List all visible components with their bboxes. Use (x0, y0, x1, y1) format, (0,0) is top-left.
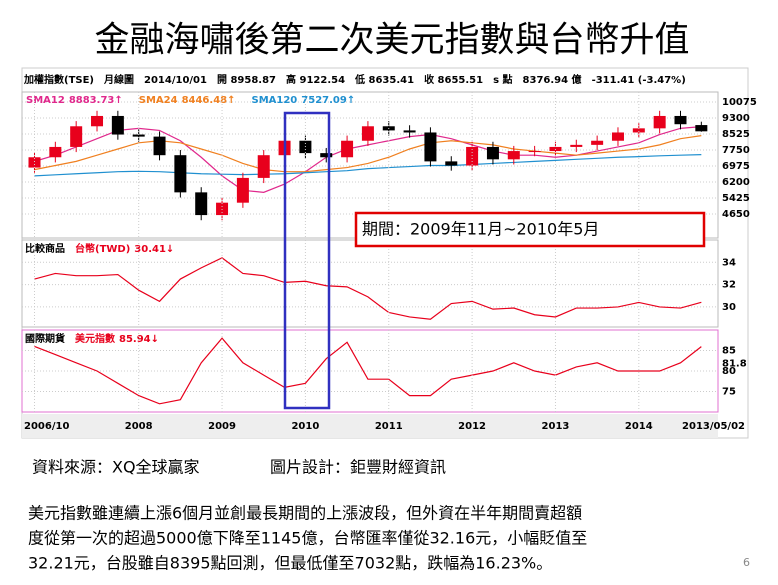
x-tick-label: 2012 (458, 421, 486, 432)
header-text: 收 8655.51 (424, 73, 483, 86)
header-text: -311.41 (-3.47%) (592, 75, 686, 86)
candle-body (445, 161, 458, 166)
candle-body (236, 177, 249, 203)
y-tick-label: 6200 (722, 177, 750, 188)
candle-body (153, 136, 166, 156)
candle-body (111, 115, 124, 135)
y-tick-label: 9300 (722, 113, 750, 124)
header-text: 開 8958.87 (217, 74, 276, 86)
y-tick-label: 30 (722, 302, 736, 313)
candle-body (466, 146, 479, 166)
legend-name: SMA120 (252, 95, 298, 106)
design: 圖片設計：鉅豐財經資訊 (270, 458, 446, 477)
candle-body (174, 155, 187, 193)
y-tick-label: 75 (722, 387, 736, 398)
y-tick-label: 80 (722, 366, 736, 377)
x-axis-strip (22, 414, 718, 438)
header-text: 高 9122.54 (286, 73, 345, 86)
candle-body (361, 126, 374, 141)
header-text: 加權指數(TSE) (23, 73, 94, 86)
candle-body (70, 126, 83, 147)
series-line (34, 135, 702, 173)
legend-value: 7527.09↑ (301, 95, 355, 106)
candle-body (653, 115, 666, 129)
candle-body (132, 134, 145, 137)
candle-body (424, 132, 437, 162)
paragraph-line: 32.21元，台股雖自8395點回測，但最低僅至7032點，跌幅為16.23%。 (28, 554, 552, 573)
y-tick-label: 4650 (722, 209, 750, 220)
legend-name: 美元指數 (75, 332, 115, 345)
candle-body (341, 140, 354, 158)
annotation-box (354, 211, 706, 248)
panel-label: 國際期貨 (25, 332, 65, 345)
y-tick-label: 34 (722, 257, 736, 268)
candle-body (28, 157, 41, 168)
series-line (34, 337, 702, 405)
legend-value: 8883.73↑ (69, 95, 123, 106)
candle-body (591, 140, 604, 145)
legend-value: 8446.48↑ (182, 95, 236, 106)
x-tick-label: 2009 (208, 421, 236, 432)
y-tick-label: 10075 (722, 97, 757, 108)
candle-body (528, 151, 541, 153)
legend-name: SMA24 (139, 95, 178, 106)
x-tick-label: 2008 (125, 421, 153, 432)
candle-body (695, 125, 708, 132)
paragraph-line: 度從第一次的超過5000億下降至1145億，台幣匯率僅從32.16元，小幅貶值至 (28, 529, 587, 548)
x-tick-label: 2011 (375, 421, 403, 432)
x-tick-label: 2014 (625, 421, 653, 432)
header-text: 月線圖 (103, 73, 134, 86)
x-tick-label: 2010 (291, 421, 319, 432)
series-line (34, 154, 702, 177)
candle-body (91, 115, 104, 127)
candle-body (257, 155, 270, 178)
source: 資料來源：XQ全球贏家 (32, 458, 200, 477)
panel-label: 比較商品 (25, 242, 65, 255)
y-tick-label: 7750 (722, 145, 750, 156)
legend-name: 台幣(TWD) (75, 242, 130, 255)
candle-body (486, 146, 499, 160)
candle-body (507, 151, 520, 160)
y-tick-label: 6975 (722, 161, 750, 172)
candle-body (611, 132, 624, 141)
slide-title: 金融海嘯後第二次美元指數與台幣升值 (94, 21, 689, 61)
y-tick-label: 85 (722, 346, 736, 357)
candle-body (674, 115, 687, 125)
legend-name: SMA12 (26, 95, 65, 106)
y-tick-label: 32 (722, 280, 736, 291)
candle-body (195, 192, 208, 216)
plot: 4650 5425 6200 6975 7750 8525 9300 10075 加權指數(TS… (22, 73, 757, 432)
page-number: 6 (743, 556, 750, 569)
last-value-label: 81.8 (722, 359, 747, 370)
y-tick-label: 8525 (722, 129, 750, 140)
legend-value: 30.41↓ (134, 244, 174, 255)
candle-body (632, 128, 645, 133)
y-tick-label: 5425 (722, 193, 750, 204)
x-tick-label: 2013 (542, 421, 570, 432)
candle-body (320, 153, 333, 158)
end-date: 2013/05/02 (682, 421, 745, 432)
candle-body (403, 130, 416, 133)
candle-body (549, 146, 562, 152)
header-text: 2014/10/01 (144, 75, 207, 86)
candle-body (216, 202, 229, 216)
x-tick-label: 2006/10 (24, 421, 69, 432)
header-text: 低 8635.41 (354, 73, 414, 86)
candle-body (49, 146, 62, 158)
period-highlight (283, 111, 331, 410)
annotation: 期間：2009年11月~2010年5月 (362, 220, 599, 239)
header-text: s 點 (493, 73, 512, 86)
paragraph-line: 美元指數雖連續上漲6個月並創最長期間的上漲波段，但外資在半年期間賣超額 (28, 504, 582, 523)
candle-body (570, 144, 583, 147)
header-text: 8376.94 億 (523, 73, 582, 86)
series-line (34, 257, 702, 320)
